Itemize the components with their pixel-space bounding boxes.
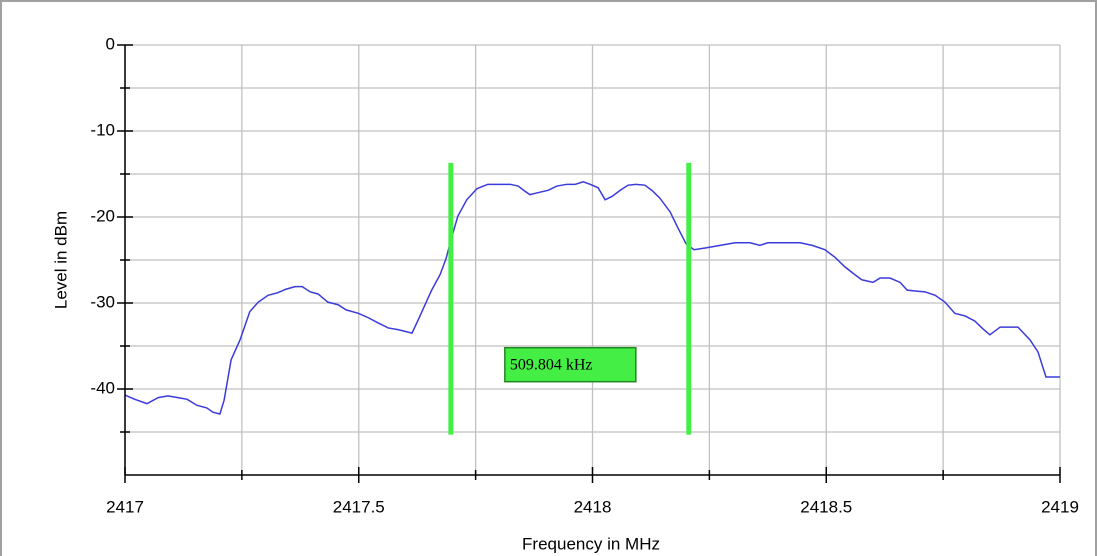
x-tick-label: 2417.5 xyxy=(333,497,385,516)
y-axis-label: Level in dBm xyxy=(51,211,70,309)
y-tick-label: 0 xyxy=(106,34,115,53)
y-tick-label: -40 xyxy=(90,378,115,397)
annotation: 509.804 kHz xyxy=(510,356,593,373)
annotation-box xyxy=(504,346,637,383)
x-tick-label: 2419 xyxy=(1041,497,1079,516)
x-tick-label: 2417 xyxy=(106,497,144,516)
x-tick-label: 2418.5 xyxy=(800,497,852,516)
axes-layer: -40 -30 -20 -10 0 2417 2417.5 2418 2418.5 2419 xyxy=(90,34,1078,516)
x-tick-label: 2418 xyxy=(574,497,612,516)
trace-line xyxy=(124,180,1060,415)
y-tick-label: -30 xyxy=(90,292,115,311)
y-tick-label: -10 xyxy=(90,120,115,139)
y-tick-label: -20 xyxy=(90,206,115,225)
plot-layer: 509.804 kHz xyxy=(124,162,1060,435)
x-axis-label: Frequency in MHz xyxy=(522,534,660,553)
